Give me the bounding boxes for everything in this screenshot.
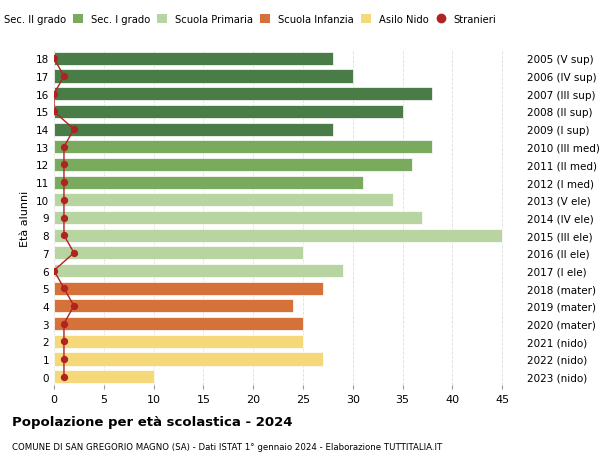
Legend: Sec. II grado, Sec. I grado, Scuola Primaria, Scuola Infanzia, Asilo Nido, Stran: Sec. II grado, Sec. I grado, Scuola Prim… [0, 15, 497, 25]
Bar [54, 53, 333, 66]
Point [59, 285, 69, 292]
Point [59, 162, 69, 169]
Point [59, 338, 69, 345]
Bar [54, 70, 353, 84]
Bar [54, 370, 154, 383]
Bar [54, 176, 362, 190]
Point [59, 179, 69, 186]
Text: COMUNE DI SAN GREGORIO MAGNO (SA) - Dati ISTAT 1° gennaio 2024 - Elaborazione TU: COMUNE DI SAN GREGORIO MAGNO (SA) - Dati… [12, 442, 442, 451]
Point [59, 73, 69, 81]
Bar [54, 353, 323, 366]
Bar [54, 106, 403, 119]
Point [69, 250, 79, 257]
Point [49, 108, 59, 116]
Point [69, 126, 79, 134]
Point [59, 355, 69, 363]
Point [59, 373, 69, 381]
Point [59, 320, 69, 328]
Bar [54, 264, 343, 278]
Bar [54, 212, 422, 224]
Point [59, 214, 69, 222]
Point [59, 144, 69, 151]
Bar [54, 88, 433, 101]
Text: Popolazione per età scolastica - 2024: Popolazione per età scolastica - 2024 [12, 415, 293, 428]
Point [49, 56, 59, 63]
Bar [54, 158, 412, 172]
Bar [54, 141, 433, 154]
Bar [54, 317, 303, 330]
Point [69, 302, 79, 310]
Point [59, 197, 69, 204]
Point [49, 91, 59, 98]
Bar [54, 194, 392, 207]
Bar [54, 123, 333, 136]
Bar [54, 335, 303, 348]
Point [49, 267, 59, 274]
Y-axis label: Età alunni: Età alunni [20, 190, 31, 246]
Point [59, 232, 69, 239]
Bar [54, 300, 293, 313]
Bar [54, 246, 303, 260]
Bar [54, 229, 502, 242]
Bar [54, 282, 323, 295]
